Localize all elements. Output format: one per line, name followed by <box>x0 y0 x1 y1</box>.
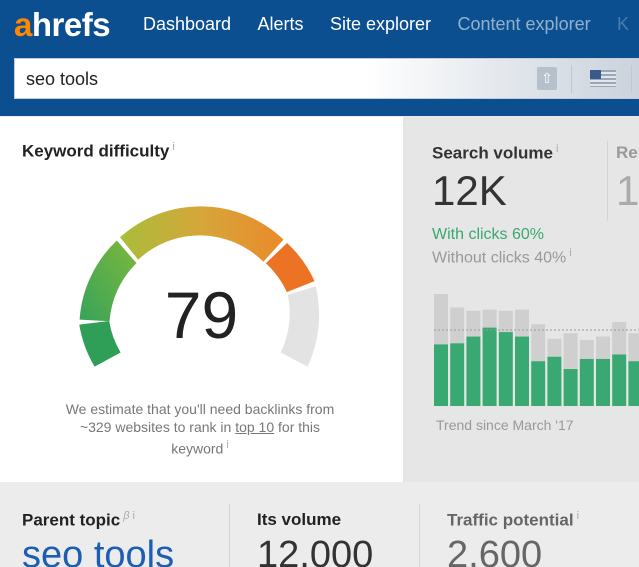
nav-site-explorer[interactable]: Site explorer <box>329 14 432 34</box>
logo-a: a <box>14 6 32 43</box>
nav-dashboard[interactable]: Dashboard <box>143 14 232 34</box>
bar-with-clicks <box>434 344 448 406</box>
difficulty-gauge <box>79 206 320 367</box>
beta-badge: β <box>123 510 130 522</box>
traffic-potential-value: 2,600 <box>447 534 543 567</box>
traffic-potential-label: Traffic potential <box>447 510 574 530</box>
bar-with-clicks <box>596 358 610 406</box>
gauge-segment-1 <box>79 321 121 367</box>
top-navbar: ahrefs Dashboard Alerts Site explorer Co… <box>0 0 639 116</box>
gauge-segment-2 <box>79 240 137 322</box>
info-icon[interactable]: i <box>569 247 572 259</box>
bar-with-clicks <box>466 336 481 406</box>
info-icon[interactable]: i <box>172 141 175 153</box>
column-divider <box>419 504 420 567</box>
without-clicks-label: Without clicks 40% <box>432 249 567 267</box>
bar-with-clicks <box>482 327 497 406</box>
search-volume-value: 12K <box>432 167 507 214</box>
without-clicks: Without clicks 40% i <box>432 247 572 267</box>
gauge-segment-3 <box>120 206 284 262</box>
bar-without-clicks <box>579 339 594 359</box>
bar-with-clicks <box>563 369 578 406</box>
traffic-potential-title: Traffic potential i <box>447 510 579 531</box>
info-icon[interactable]: i <box>226 439 229 451</box>
parent-topic-link[interactable]: seo tools <box>22 534 175 567</box>
gauge-segment-4 <box>265 243 315 293</box>
upload-icon[interactable]: ⇧ <box>537 67 557 90</box>
bar-with-clicks <box>531 361 546 406</box>
nav-alerts[interactable]: Alerts <box>257 14 304 34</box>
metric-divider <box>607 141 608 221</box>
bar-without-clicks <box>498 310 513 333</box>
bar-with-clicks <box>579 358 594 406</box>
bar-with-clicks <box>515 336 529 406</box>
search-volume-card: Search volume i 12K With clicks 60% Witho… <box>403 117 639 482</box>
keyword-search-bar[interactable]: seo tools ⇧ <box>14 58 639 99</box>
bar-without-clicks <box>628 333 639 362</box>
keyword-difficulty-title: Keyword difficulty i <box>22 141 175 162</box>
backlinks-estimate: We estimate that you'll need backlinks f… <box>50 400 350 458</box>
gauge-segment-5 <box>280 286 320 367</box>
info-icon[interactable]: i <box>576 510 580 522</box>
logo-text: hrefs <box>31 6 111 43</box>
bar-without-clicks <box>531 324 546 362</box>
bar-with-clicks <box>612 354 627 406</box>
bar-without-clicks <box>563 333 578 370</box>
bar-without-clicks <box>434 294 448 345</box>
next-metric-value: 1 <box>616 167 639 214</box>
bar-without-clicks <box>547 338 562 357</box>
search-volume-trend-chart <box>434 294 639 406</box>
parent-topic-row: Parent topic β i seo tools Its volume 12,0… <box>0 482 639 567</box>
us-flag-icon[interactable] <box>590 70 616 87</box>
bar-with-clicks <box>450 343 465 406</box>
next-metric-title: Re <box>616 143 638 162</box>
trend-caption: Trend since March '17 <box>436 417 574 433</box>
bar-without-clicks <box>612 322 627 355</box>
search-volume-title: Search volume i <box>432 143 558 164</box>
its-volume-title: Its volume <box>257 510 342 529</box>
bar-without-clicks <box>482 309 497 328</box>
main-nav: Dashboard Alerts Site explorer Content e… <box>143 14 639 35</box>
bar-without-clicks <box>515 309 529 337</box>
bar-without-clicks <box>450 307 465 344</box>
bar-with-clicks <box>628 361 639 406</box>
estimate-text: We estimate that you'll need backlinks f… <box>65 401 335 435</box>
search-volume-label: Search volume <box>432 143 553 163</box>
search-separator <box>571 65 572 93</box>
column-divider <box>229 504 230 567</box>
ahrefs-logo[interactable]: ahrefs <box>14 6 111 44</box>
bar-with-clicks <box>498 332 513 406</box>
keyword-difficulty-label: Keyword difficulty <box>22 141 170 161</box>
info-icon[interactable]: i <box>555 143 559 155</box>
top-10-link[interactable]: top 10 <box>235 419 275 435</box>
with-clicks: With clicks 60% <box>432 226 545 243</box>
keyword-difficulty-card: Keyword difficulty i 79 We estimate that … <box>0 117 403 482</box>
keyword-difficulty-score: 79 <box>164 278 239 352</box>
bar-without-clicks <box>466 310 481 337</box>
bar-with-clicks <box>547 356 562 406</box>
estimate-text-end: for this keyword <box>171 419 321 457</box>
nav-keywords-explorer[interactable]: K <box>617 14 630 34</box>
parent-topic-title: Parent topic β i <box>22 510 135 531</box>
info-icon[interactable]: i <box>132 510 135 522</box>
bar-without-clicks <box>596 336 610 359</box>
its-volume-value: 12,000 <box>257 534 374 567</box>
search-input[interactable]: seo tools <box>26 69 99 89</box>
search-separator <box>631 65 632 93</box>
parent-topic-label: Parent topic <box>22 510 121 530</box>
nav-content-explorer[interactable]: Content explorer <box>457 14 591 34</box>
